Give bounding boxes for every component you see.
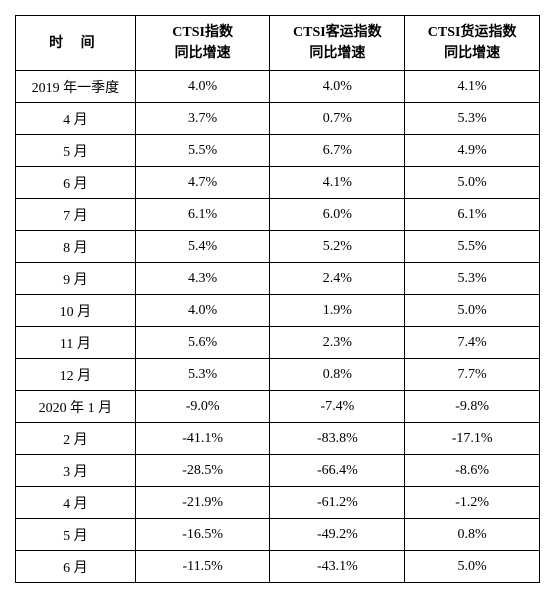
cell-passenger: 0.8% — [270, 359, 405, 391]
table-row: 9 月4.3%2.4%5.3% — [16, 263, 540, 295]
header-period-text: 时 间 — [49, 36, 102, 51]
header-period: 时 间 — [16, 16, 136, 71]
cell-ctsi: 5.6% — [135, 327, 270, 359]
cell-passenger: -49.2% — [270, 519, 405, 551]
cell-freight: 7.4% — [405, 327, 540, 359]
cell-freight: -17.1% — [405, 423, 540, 455]
cell-ctsi: 5.3% — [135, 359, 270, 391]
cell-freight: 5.0% — [405, 167, 540, 199]
cell-freight: -9.8% — [405, 391, 540, 423]
cell-passenger: -83.8% — [270, 423, 405, 455]
cell-freight: 5.3% — [405, 263, 540, 295]
cell-period: 12 月 — [16, 359, 136, 391]
cell-passenger: 6.0% — [270, 199, 405, 231]
ctsi-index-table: 时 间 CTSI指数同比增速 CTSI客运指数同比增速 CTSI货运指数同比增速… — [15, 15, 540, 583]
cell-period: 2020 年 1 月 — [16, 391, 136, 423]
cell-ctsi: -41.1% — [135, 423, 270, 455]
cell-period: 4 月 — [16, 487, 136, 519]
cell-passenger: 1.9% — [270, 295, 405, 327]
cell-passenger: 2.4% — [270, 263, 405, 295]
cell-passenger: 4.0% — [270, 71, 405, 103]
table-row: 3 月-28.5%-66.4%-8.6% — [16, 455, 540, 487]
cell-ctsi: 4.3% — [135, 263, 270, 295]
cell-freight: 5.3% — [405, 103, 540, 135]
cell-period: 5 月 — [16, 519, 136, 551]
cell-passenger: 2.3% — [270, 327, 405, 359]
cell-period: 6 月 — [16, 551, 136, 583]
cell-period: 3 月 — [16, 455, 136, 487]
header-freight: CTSI货运指数同比增速 — [405, 16, 540, 71]
cell-ctsi: -11.5% — [135, 551, 270, 583]
table-row: 11 月5.6%2.3%7.4% — [16, 327, 540, 359]
cell-passenger: -66.4% — [270, 455, 405, 487]
cell-freight: 5.0% — [405, 295, 540, 327]
table-row: 4 月-21.9%-61.2%-1.2% — [16, 487, 540, 519]
cell-passenger: 6.7% — [270, 135, 405, 167]
cell-ctsi: -21.9% — [135, 487, 270, 519]
cell-period: 9 月 — [16, 263, 136, 295]
cell-passenger: 0.7% — [270, 103, 405, 135]
table-row: 10 月4.0%1.9%5.0% — [16, 295, 540, 327]
header-passenger: CTSI客运指数同比增速 — [270, 16, 405, 71]
cell-freight: 0.8% — [405, 519, 540, 551]
cell-freight: 5.0% — [405, 551, 540, 583]
cell-freight: 5.5% — [405, 231, 540, 263]
cell-period: 10 月 — [16, 295, 136, 327]
cell-ctsi: -16.5% — [135, 519, 270, 551]
table-row: 8 月5.4%5.2%5.5% — [16, 231, 540, 263]
table-row: 12 月5.3%0.8%7.7% — [16, 359, 540, 391]
table-row: 4 月3.7%0.7%5.3% — [16, 103, 540, 135]
header-freight-text: CTSI货运指数同比增速 — [428, 25, 517, 61]
table-row: 6 月-11.5%-43.1%5.0% — [16, 551, 540, 583]
cell-ctsi: 5.4% — [135, 231, 270, 263]
cell-freight: 7.7% — [405, 359, 540, 391]
cell-ctsi: 4.0% — [135, 71, 270, 103]
cell-period: 5 月 — [16, 135, 136, 167]
cell-passenger: 4.1% — [270, 167, 405, 199]
cell-passenger: -43.1% — [270, 551, 405, 583]
header-passenger-text: CTSI客运指数同比增速 — [293, 25, 382, 61]
cell-period: 6 月 — [16, 167, 136, 199]
cell-period: 2 月 — [16, 423, 136, 455]
cell-freight: -8.6% — [405, 455, 540, 487]
table-body: 2019 年一季度4.0%4.0%4.1%4 月3.7%0.7%5.3%5 月5… — [16, 71, 540, 583]
cell-freight: -1.2% — [405, 487, 540, 519]
cell-period: 2019 年一季度 — [16, 71, 136, 103]
cell-ctsi: 5.5% — [135, 135, 270, 167]
table-row: 5 月-16.5%-49.2%0.8% — [16, 519, 540, 551]
cell-ctsi: 6.1% — [135, 199, 270, 231]
table-row: 5 月5.5%6.7%4.9% — [16, 135, 540, 167]
cell-ctsi: -28.5% — [135, 455, 270, 487]
table-row: 2019 年一季度4.0%4.0%4.1% — [16, 71, 540, 103]
cell-period: 4 月 — [16, 103, 136, 135]
cell-ctsi: -9.0% — [135, 391, 270, 423]
table-row: 2020 年 1 月-9.0%-7.4%-9.8% — [16, 391, 540, 423]
header-ctsi: CTSI指数同比增速 — [135, 16, 270, 71]
cell-passenger: -61.2% — [270, 487, 405, 519]
table-row: 6 月4.7%4.1%5.0% — [16, 167, 540, 199]
cell-passenger: 5.2% — [270, 231, 405, 263]
header-ctsi-text: CTSI指数同比增速 — [172, 25, 233, 61]
cell-period: 8 月 — [16, 231, 136, 263]
cell-ctsi: 4.7% — [135, 167, 270, 199]
cell-period: 7 月 — [16, 199, 136, 231]
table-header-row: 时 间 CTSI指数同比增速 CTSI客运指数同比增速 CTSI货运指数同比增速 — [16, 16, 540, 71]
table-row: 2 月-41.1%-83.8%-17.1% — [16, 423, 540, 455]
cell-passenger: -7.4% — [270, 391, 405, 423]
table-row: 7 月6.1%6.0%6.1% — [16, 199, 540, 231]
cell-freight: 6.1% — [405, 199, 540, 231]
cell-ctsi: 4.0% — [135, 295, 270, 327]
cell-freight: 4.1% — [405, 71, 540, 103]
cell-period: 11 月 — [16, 327, 136, 359]
cell-ctsi: 3.7% — [135, 103, 270, 135]
cell-freight: 4.9% — [405, 135, 540, 167]
